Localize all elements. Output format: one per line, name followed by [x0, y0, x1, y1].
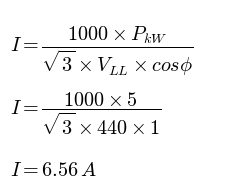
Text: $I = \dfrac{1000 \times 5}{\sqrt{3} \times 440 \times 1}$: $I = \dfrac{1000 \times 5}{\sqrt{3} \tim… [10, 90, 162, 137]
Text: $I = 6.56\,A$: $I = 6.56\,A$ [10, 161, 97, 180]
Text: $I = \dfrac{1000 \times P_{kW}}{\sqrt{3} \times V_{LL} \times cos\phi}$: $I = \dfrac{1000 \times P_{kW}}{\sqrt{3}… [10, 24, 193, 78]
